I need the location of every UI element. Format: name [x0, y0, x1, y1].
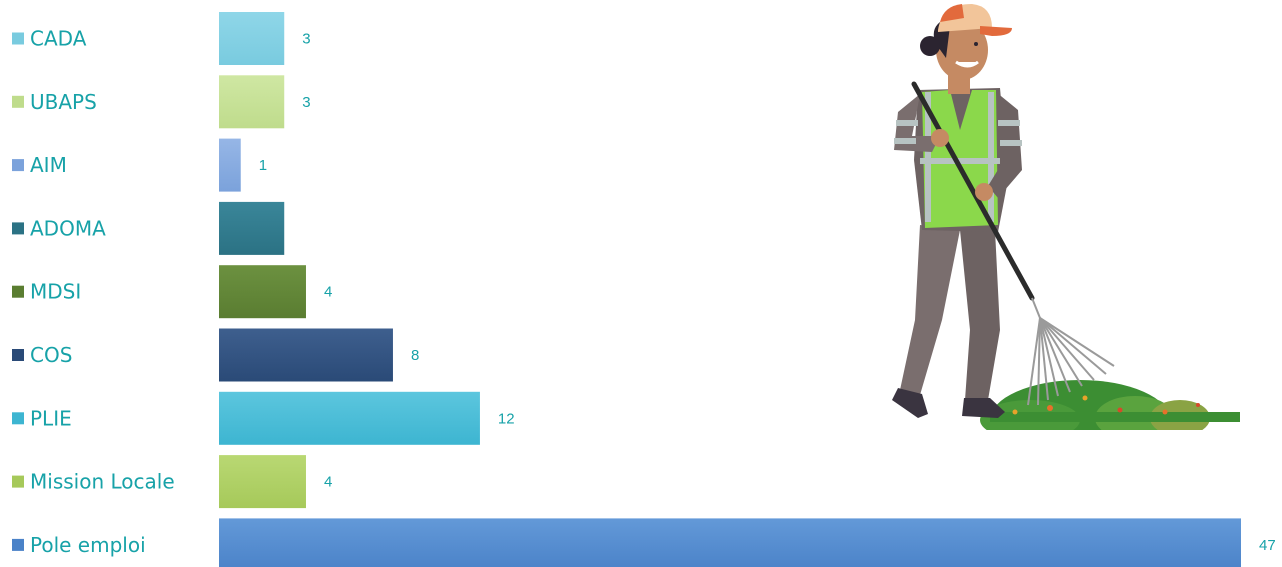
- worker-raking-leaves-illustration: [892, 4, 1240, 430]
- legend-swatch: [12, 412, 24, 425]
- category-label: Pole emploi: [30, 533, 146, 557]
- data-label: 12: [498, 410, 515, 427]
- category-label: CADA: [30, 27, 87, 51]
- data-label: 3: [302, 31, 310, 48]
- bar-adoma: [219, 201, 285, 255]
- bar-cada: [219, 12, 285, 65]
- category-label: ADOMA: [30, 216, 106, 240]
- rake-handle: [911, 81, 1035, 301]
- category-label: Mission Locale: [30, 470, 175, 494]
- bushes-decoration: [980, 380, 1240, 430]
- rake-head: [1027, 297, 1115, 406]
- data-label: 4: [324, 474, 332, 491]
- worker-hand-left: [931, 129, 949, 147]
- category-label: MDSI: [30, 280, 81, 304]
- bar-ubaps: [219, 75, 285, 129]
- data-label: 1: [259, 157, 267, 174]
- legend-swatch: [12, 475, 24, 488]
- category-label: UBAPS: [30, 90, 97, 114]
- bar-aim: [219, 138, 241, 192]
- bar-cos: [219, 328, 393, 382]
- worker-front-leg: [900, 225, 960, 395]
- legend-swatch: [12, 32, 24, 45]
- worker-back-leg: [960, 230, 1000, 400]
- legend-swatch: [12, 349, 24, 361]
- legend-swatch: [12, 95, 24, 108]
- bar-mdsi: [219, 265, 306, 319]
- data-label: 47: [1259, 537, 1276, 554]
- bar-plie: [219, 391, 480, 445]
- data-label: 4: [324, 284, 332, 301]
- legend-swatch: [12, 222, 24, 235]
- category-label: PLIE: [30, 406, 72, 430]
- legend-swatch: [12, 159, 24, 172]
- worker-shoe-right: [962, 398, 1005, 418]
- bar-mission-locale: [219, 455, 306, 509]
- data-label: 3: [302, 94, 310, 111]
- category-label: COS: [30, 343, 72, 367]
- bar-pole-emploi: [219, 518, 1241, 567]
- worker-shoe-left: [892, 388, 928, 418]
- category-label: AIM: [30, 153, 67, 177]
- worker-hand-right: [975, 183, 993, 201]
- data-label: 8: [411, 347, 419, 364]
- legend-swatch: [12, 285, 24, 298]
- worker-front-arm: [894, 94, 940, 152]
- legend-swatch: [12, 538, 24, 551]
